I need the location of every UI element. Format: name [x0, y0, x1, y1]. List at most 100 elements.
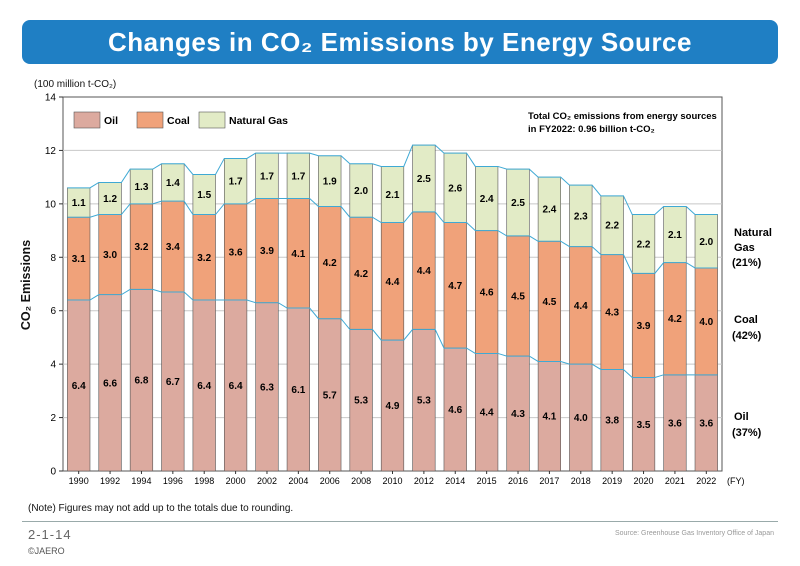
- data-label-coal: 4.4: [574, 301, 588, 312]
- x-tick-label: 2016: [508, 476, 528, 486]
- data-label-coal: 4.4: [386, 277, 400, 288]
- data-label-coal: 4.5: [511, 292, 525, 303]
- unit-label: (100 million t-CO₂): [34, 79, 117, 90]
- data-label-oil: 3.5: [637, 420, 651, 431]
- data-label-coal: 3.1: [72, 254, 86, 265]
- data-label-gas: 2.0: [354, 186, 368, 197]
- data-label-coal: 3.6: [229, 247, 243, 258]
- footnote: (Note) Figures may not add up to the tot…: [28, 503, 294, 514]
- data-label-coal: 3.9: [260, 246, 274, 257]
- data-label-coal: 3.2: [197, 253, 211, 264]
- x-tick-label: 2015: [477, 476, 497, 486]
- x-tick-label: 2021: [665, 476, 685, 486]
- data-label-gas: 2.1: [386, 190, 400, 201]
- data-label-gas: 2.4: [480, 194, 494, 205]
- copyright: ©JAERO: [28, 546, 65, 556]
- x-tick-label: 1990: [69, 476, 89, 486]
- data-label-gas: 1.7: [260, 171, 274, 182]
- y-tick-label: 10: [45, 199, 57, 210]
- y-tick-label: 6: [50, 306, 56, 317]
- data-label-gas: 2.2: [637, 239, 651, 250]
- data-label-gas: 1.2: [103, 194, 117, 205]
- data-label-oil: 4.9: [386, 401, 400, 412]
- data-label-coal: 4.0: [699, 317, 713, 328]
- data-label-gas: 1.3: [134, 182, 148, 193]
- data-label-oil: 6.3: [260, 382, 274, 393]
- right-label-oil: Oil: [734, 411, 749, 423]
- x-tick-label: 2010: [382, 476, 402, 486]
- y-tick-label: 12: [45, 146, 57, 157]
- data-label-gas: 2.0: [699, 237, 713, 248]
- data-label-oil: 4.6: [448, 405, 462, 416]
- x-tick-label: 2008: [351, 476, 371, 486]
- x-tick-label: 1998: [194, 476, 214, 486]
- chart-title: Changes in CO₂ Emissions by Energy Sourc…: [108, 26, 692, 57]
- divider: [22, 521, 778, 522]
- data-label-oil: 3.6: [699, 418, 713, 429]
- x-tick-label: 2014: [445, 476, 465, 486]
- y-tick-label: 2: [50, 413, 56, 424]
- connector-line-coal: [67, 198, 718, 274]
- legend-label-gas: Natural Gas: [229, 115, 288, 127]
- data-label-oil: 5.3: [417, 396, 431, 407]
- legend-swatch-gas: [198, 111, 226, 129]
- right-label-oil-pct: (37%): [732, 427, 762, 439]
- x-tick-label: 2012: [414, 476, 434, 486]
- data-label-coal: 4.2: [323, 258, 337, 269]
- figure-number: 2-1-14: [28, 527, 72, 542]
- data-label-oil: 6.4: [72, 381, 86, 392]
- x-tick-label: 2004: [288, 476, 308, 486]
- x-tick-label: 2022: [696, 476, 716, 486]
- x-tick-label: 1996: [163, 476, 183, 486]
- data-label-oil: 5.7: [323, 390, 337, 401]
- right-label-gas: Gas: [734, 242, 755, 254]
- data-label-oil: 6.4: [197, 381, 211, 392]
- x-tick-label: 2018: [571, 476, 591, 486]
- data-label-coal: 3.9: [637, 321, 651, 332]
- source-note: Source: Greenhouse Gas Inventory Office …: [614, 530, 774, 537]
- right-label-gas: Natural: [734, 227, 772, 239]
- legend-label-oil: Oil: [104, 115, 118, 127]
- y-tick-label: 0: [50, 467, 56, 478]
- right-label-coal: Coal: [734, 314, 758, 326]
- x-tick-label: 2000: [226, 476, 246, 486]
- x-tick-label: 2002: [257, 476, 277, 486]
- legend-swatch-coal: [136, 111, 164, 129]
- data-label-gas: 2.5: [417, 174, 431, 185]
- data-label-oil: 5.3: [354, 396, 368, 407]
- data-label-coal: 4.3: [605, 308, 619, 319]
- right-label-coal-pct: (42%): [732, 330, 762, 342]
- data-label-coal: 4.6: [480, 288, 494, 299]
- x-tick-label: 2019: [602, 476, 622, 486]
- data-label-oil: 4.4: [480, 408, 494, 419]
- data-label-gas: 2.6: [448, 183, 462, 194]
- data-label-oil: 6.4: [229, 381, 243, 392]
- y-tick-label: 8: [50, 253, 56, 264]
- data-label-coal: 4.7: [448, 281, 462, 292]
- data-label-gas: 2.2: [605, 221, 619, 232]
- x-tick-label: 2006: [320, 476, 340, 486]
- legend-swatch-oil: [73, 111, 101, 129]
- right-label-gas-pct: (21%): [732, 257, 762, 269]
- data-label-oil: 6.6: [103, 378, 117, 389]
- data-label-gas: 2.5: [511, 198, 525, 209]
- title-banner: Changes in CO₂ Emissions by Energy Sourc…: [22, 20, 778, 64]
- data-label-oil: 3.8: [605, 416, 619, 427]
- connector-line-oil: [67, 288, 718, 378]
- legend-label-coal: Coal: [167, 115, 190, 127]
- data-label-oil: 4.1: [542, 412, 556, 423]
- data-label-gas: 1.9: [323, 177, 337, 188]
- annotation-line-2: in FY2022: 0.96 billion t-CO₂: [528, 124, 655, 135]
- data-label-oil: 3.6: [668, 418, 682, 429]
- data-label-oil: 6.7: [166, 377, 180, 388]
- data-label-gas: 1.1: [72, 198, 86, 209]
- data-label-gas: 2.3: [574, 211, 588, 222]
- data-label-gas: 1.7: [229, 177, 243, 188]
- data-label-gas: 1.7: [291, 171, 305, 182]
- data-label-gas: 1.5: [197, 190, 211, 201]
- x-tick-label: 2017: [539, 476, 559, 486]
- data-label-gas: 1.4: [166, 178, 180, 189]
- data-label-oil: 6.1: [291, 385, 305, 396]
- data-label-coal: 4.1: [291, 249, 305, 260]
